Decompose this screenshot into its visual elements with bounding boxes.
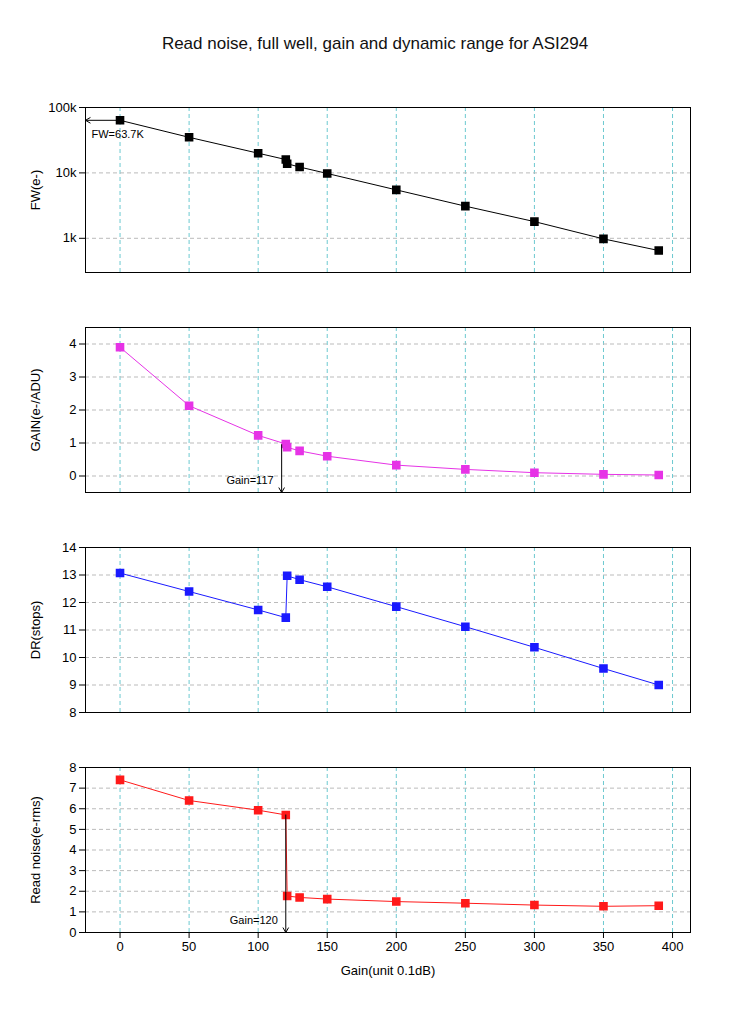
svg-text:150: 150 [316, 939, 338, 954]
svg-text:250: 250 [455, 939, 477, 954]
svg-text:7: 7 [69, 780, 76, 795]
svg-text:FW=63.7K: FW=63.7K [92, 128, 145, 140]
svg-text:2: 2 [69, 883, 76, 898]
svg-text:1: 1 [69, 904, 76, 919]
svg-text:14: 14 [62, 540, 76, 555]
svg-text:Read noise(e-rms): Read noise(e-rms) [28, 796, 43, 904]
svg-text:1k: 1k [63, 230, 77, 245]
svg-text:5: 5 [69, 822, 76, 837]
svg-text:Gain(unit 0.1dB): Gain(unit 0.1dB) [341, 963, 436, 978]
svg-text:10: 10 [62, 650, 76, 665]
svg-text:100: 100 [247, 939, 269, 954]
svg-text:100k: 100k [48, 100, 77, 115]
svg-text:200: 200 [385, 939, 407, 954]
svg-text:8: 8 [69, 760, 76, 775]
svg-text:10k: 10k [56, 165, 77, 180]
svg-text:50: 50 [182, 939, 196, 954]
svg-text:Gain=120: Gain=120 [230, 914, 278, 926]
svg-text:4: 4 [69, 842, 76, 857]
svg-text:1: 1 [69, 435, 76, 450]
svg-text:3: 3 [69, 369, 76, 384]
svg-text:13: 13 [62, 567, 76, 582]
svg-text:2: 2 [69, 402, 76, 417]
svg-text:300: 300 [524, 939, 546, 954]
svg-text:GAIN(e-/ADU): GAIN(e-/ADU) [28, 368, 43, 451]
html-text:Read noise, full well, gain an: Read noise, full well, gain and dynamic … [161, 34, 589, 53]
svg-text:3: 3 [69, 863, 76, 878]
svg-text:350: 350 [593, 939, 615, 954]
svg-text:6: 6 [69, 801, 76, 816]
svg-text:9: 9 [69, 677, 76, 692]
svg-text:0: 0 [116, 939, 123, 954]
svg-text:12: 12 [62, 595, 76, 610]
svg-text:Gain=117: Gain=117 [226, 474, 273, 486]
svg-text:8: 8 [69, 705, 76, 720]
svg-text:4: 4 [69, 336, 76, 351]
svg-text:0: 0 [69, 925, 76, 940]
svg-text:11: 11 [63, 622, 77, 637]
svg-text:FW(e-): FW(e-) [28, 170, 43, 210]
svg-text:0: 0 [69, 468, 76, 483]
svg-text:400: 400 [662, 939, 684, 954]
svg-text:DR(stops): DR(stops) [28, 601, 43, 660]
